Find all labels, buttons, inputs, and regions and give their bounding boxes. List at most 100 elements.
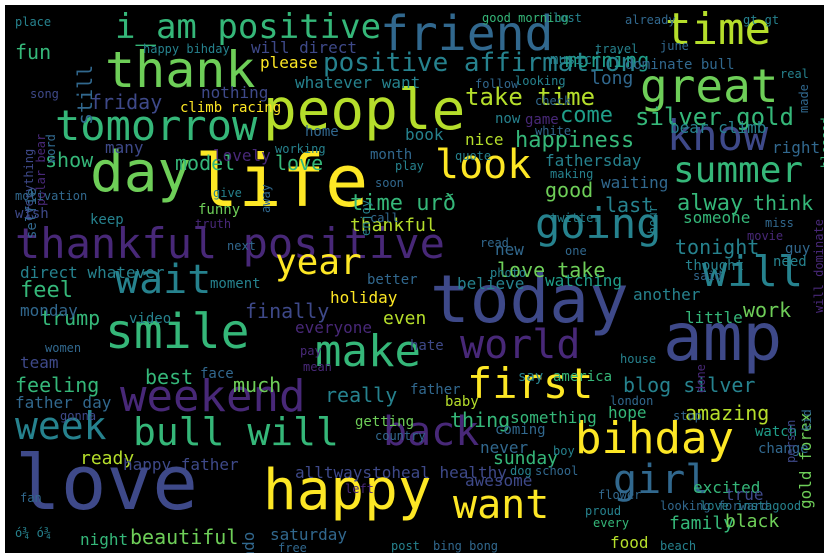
cloud-word: wait [115, 257, 212, 303]
cloud-word: beautiful [130, 525, 239, 549]
cloud-word: take time [465, 83, 596, 111]
cloud-word: family [669, 513, 735, 534]
cloud-word: beach [660, 539, 697, 553]
cloud-word: soon [375, 176, 404, 190]
cloud-word: one [565, 244, 587, 258]
cloud-word: great [640, 59, 779, 113]
cloud-word: proud [585, 504, 622, 518]
cloud-word: june [660, 39, 689, 53]
cloud-word: work [743, 298, 792, 322]
cloud-word: keep [90, 212, 124, 228]
cloud-word: true [725, 485, 764, 504]
cloud-word: boy [553, 444, 575, 458]
cloud-word: little [685, 308, 743, 327]
cloud-word: post [391, 539, 420, 553]
cloud-word: quote [455, 149, 492, 163]
cloud-word: gonna [60, 409, 97, 423]
cloud-word: alltwaystoheal healthy [295, 463, 507, 482]
cloud-word: trump [40, 306, 101, 330]
cloud-word: girl [613, 457, 710, 503]
cloud-word: last [605, 193, 654, 217]
cloud-word: believe [457, 274, 525, 293]
cloud-word: think [753, 191, 814, 215]
cloud-word: women [45, 341, 82, 355]
cloud-word: love instagood [700, 499, 802, 513]
cloud-word: make [315, 326, 421, 377]
cloud-word: bing bong [433, 539, 499, 553]
cloud-word: travel [595, 42, 639, 56]
cloud-word: lovely [213, 146, 271, 165]
cloud-word: feel [20, 278, 73, 303]
cloud-word: saturday [270, 525, 348, 544]
cloud-word: will dominate [812, 219, 824, 313]
cloud-word: waiting [601, 173, 669, 192]
cloud-word: blessed [819, 117, 824, 168]
cloud-word: game [525, 112, 559, 128]
cloud-word: home [305, 124, 339, 140]
cloud-word: baby [445, 394, 479, 410]
cloud-word: blog silver [623, 373, 756, 397]
cloud-word: time urð [350, 191, 456, 216]
cloud-word: month [370, 147, 413, 163]
cloud-word: life [195, 139, 369, 223]
cloud-word: looking [515, 74, 566, 88]
cloud-word: next [227, 239, 256, 253]
cloud-word: thank [105, 41, 256, 99]
cloud-word: fun [15, 40, 52, 64]
cloud-word: already [625, 13, 676, 27]
cloud-word: happy bihday [143, 42, 230, 56]
cloud-word: love [275, 151, 324, 175]
cloud-word: watch [755, 424, 798, 440]
cloud-word: wish [15, 206, 49, 222]
cloud-word: week [15, 404, 107, 448]
cloud-word: awesome [465, 471, 533, 490]
cloud-word: father day [15, 393, 112, 412]
cloud-word: fan [20, 491, 42, 505]
cloud-word: sunday [493, 448, 559, 469]
cloud-word: right [772, 138, 821, 157]
cloud-word: america [553, 369, 613, 385]
cloud-word: moment [210, 276, 261, 292]
cloud-word: friend [380, 6, 554, 62]
cloud-word: friday [90, 90, 163, 114]
cloud-word: coming [495, 422, 546, 438]
cloud-word: will [702, 247, 804, 296]
cloud-word: every [593, 516, 630, 530]
cloud-word: know [667, 111, 769, 160]
cloud-word: kid [800, 409, 814, 431]
cloud-word: dominate bull [625, 57, 735, 73]
cloud-word: guy [785, 241, 811, 257]
cloud-word: feeling [15, 373, 100, 397]
cloud-word: say [518, 369, 544, 385]
cloud-word: amp [663, 299, 783, 376]
cloud-word: book [405, 125, 444, 144]
cloud-word: happy [263, 458, 432, 523]
cloud-word: thing [450, 408, 511, 432]
cloud-word: give [213, 186, 242, 200]
cloud-word: time [665, 5, 771, 55]
cloud-word: model [175, 151, 236, 175]
cloud-word: happiness [515, 128, 635, 153]
cloud-word: better [367, 272, 418, 288]
cloud-word: many [105, 138, 144, 157]
cloud-word: nice [465, 130, 504, 149]
cloud-word: ó¾ ó¾ [15, 526, 52, 540]
cloud-word: making [550, 167, 594, 181]
cloud-word: country [375, 429, 426, 443]
cloud-word: another [633, 285, 701, 304]
cloud-word: come [560, 103, 613, 128]
cloud-word: funny [198, 202, 241, 218]
cloud-word: person [784, 419, 798, 463]
cloud-word: lost [553, 11, 582, 25]
cloud-word: food [610, 533, 649, 552]
word-cloud: amp love today happy life people thankful posi… [5, 5, 824, 553]
cloud-word: need [773, 254, 807, 270]
cloud-word: best [145, 365, 194, 389]
cloud-word: movie [747, 229, 784, 243]
cloud-word: year [275, 242, 362, 283]
cloud-word: now [495, 111, 521, 127]
cloud-word: will direct [251, 38, 357, 57]
cloud-word: getting [355, 414, 415, 430]
cloud-word: morning [565, 48, 650, 72]
cloud-word: something [510, 408, 597, 427]
